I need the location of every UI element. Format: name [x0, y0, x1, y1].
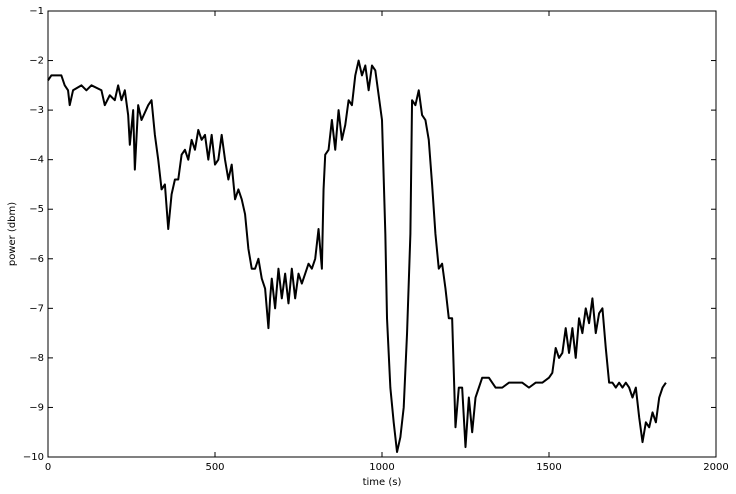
y-tick-label: −3 — [29, 105, 44, 116]
x-tick-label: 500 — [205, 462, 224, 473]
y-tick-label: −10 — [23, 452, 44, 463]
y-axis-label: power (dbm) — [7, 202, 18, 266]
y-tick-label: −8 — [29, 353, 44, 364]
y-tick-label: −5 — [29, 204, 44, 215]
y-tick-label: −4 — [29, 155, 44, 166]
y-tick-label: −1 — [29, 6, 44, 17]
y-tick-label: −6 — [29, 254, 44, 265]
x-axis-label: time (s) — [363, 477, 402, 488]
y-tick-label: −9 — [29, 402, 44, 413]
x-tick-label: 2000 — [703, 462, 728, 473]
y-tick-label: −2 — [29, 56, 44, 67]
y-tick-label: −7 — [29, 303, 44, 314]
line — [47, 59, 667, 454]
plot-frame — [47, 10, 717, 458]
x-tick-label: 0 — [45, 462, 51, 473]
x-tick-label: 1000 — [369, 462, 394, 473]
x-tick-label: 1500 — [536, 462, 561, 473]
